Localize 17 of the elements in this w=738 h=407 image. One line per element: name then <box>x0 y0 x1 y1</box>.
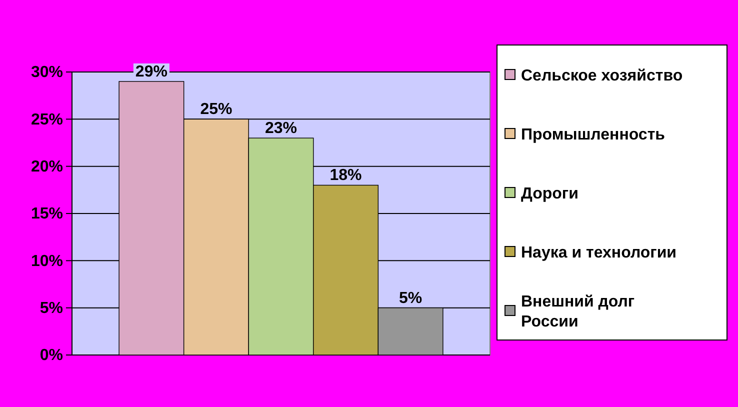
legend-label: Сельское хозяйство <box>521 68 683 84</box>
data-label: 23% <box>264 120 298 138</box>
y-tick-label: 20% <box>30 158 63 176</box>
data-label: 29% <box>135 63 168 80</box>
y-tick-label: 0% <box>40 347 63 364</box>
y-tick-label: 25% <box>30 111 63 128</box>
y-tick-label: 30% <box>30 64 63 82</box>
data-label: 25% <box>200 101 232 118</box>
data-label: 18% <box>330 167 362 184</box>
legend-label: Промышленность <box>521 126 666 144</box>
y-tick-label: 15% <box>30 206 63 223</box>
legend-label: Наука и технологии <box>521 244 677 262</box>
data-label: 5% <box>399 290 422 307</box>
legend-label: Дороги <box>521 186 578 202</box>
y-tick-label: 5% <box>40 300 63 317</box>
legend-label: Внешний долг России <box>521 294 635 330</box>
y-tick-label: 10% <box>30 252 63 270</box>
